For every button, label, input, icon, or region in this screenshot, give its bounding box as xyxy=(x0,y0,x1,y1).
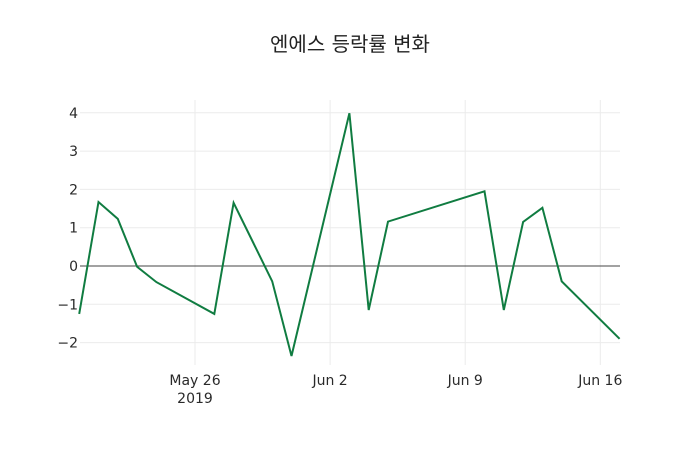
gridlines xyxy=(80,100,620,365)
y-tick-label: −1 xyxy=(57,297,78,313)
x-axis-ticks: May 26 2019 Jun 2 Jun 9 Jun 16 xyxy=(169,373,622,407)
x-tick-label: May 26 xyxy=(169,373,220,389)
chart-title: 엔에스 등락률 변화 xyxy=(270,32,430,56)
y-axis-ticks: 4 3 2 1 0 −1 −2 xyxy=(57,106,78,352)
y-tick-label: 0 xyxy=(69,259,78,275)
y-tick-label: 1 xyxy=(69,221,78,237)
x-tick-label: Jun 9 xyxy=(447,373,483,389)
x-tick-label: Jun 2 xyxy=(311,373,347,389)
series-line xyxy=(78,112,621,357)
x-tick-year-label: 2019 xyxy=(177,391,213,407)
y-tick-label: 4 xyxy=(69,106,78,122)
y-tick-label: 3 xyxy=(69,144,78,160)
y-tick-label: 2 xyxy=(69,182,78,198)
y-tick-label: −2 xyxy=(57,336,78,352)
x-tick-label: Jun 16 xyxy=(577,373,622,389)
